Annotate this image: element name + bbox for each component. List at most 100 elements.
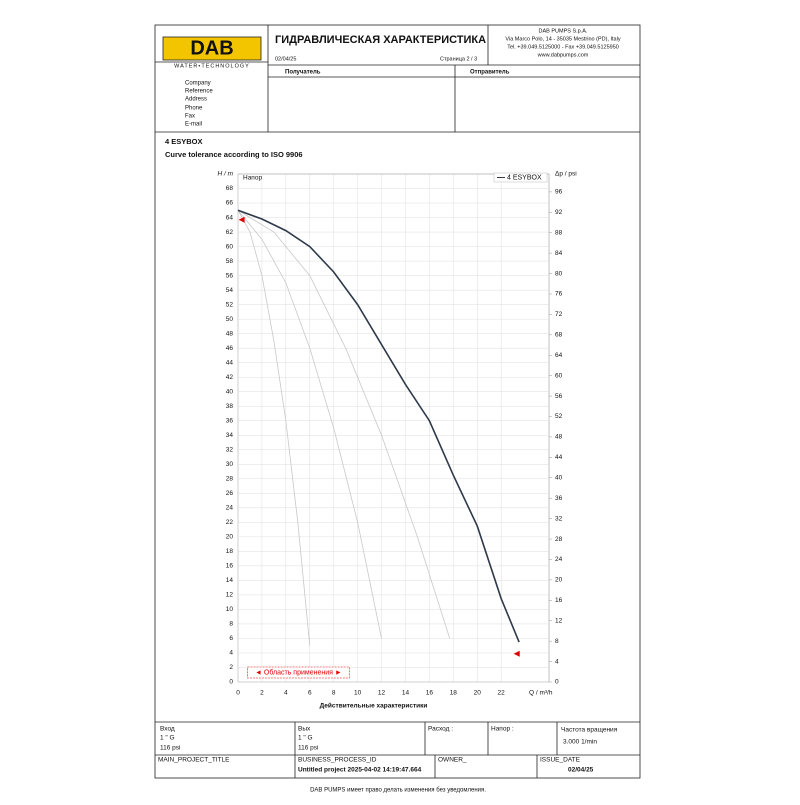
y-tick-label: 28 [226,476,234,483]
x-tick-label: 2 [260,690,264,697]
x-tick-label: 22 [498,690,506,697]
y-tick-label: 6 [229,635,233,642]
y-tick-label: 36 [226,417,234,424]
y2-tick-label: 24 [555,556,563,563]
cell: Вход [160,726,175,733]
y2-tick-label: 40 [555,474,563,481]
cell: Untitled project 2025-04-02 14:19:47.664 [298,767,422,774]
x-tick-label: 14 [402,690,410,697]
recipient-label: Получатель [285,70,321,76]
y2-tick-label: 8 [555,638,559,645]
y-tick-label: 8 [229,621,233,628]
y-tick-label: 48 [226,330,234,337]
cell: 1 " G [298,735,313,742]
y-tick-label: 58 [226,258,234,265]
plot-label: Напор [243,175,262,182]
y-tick-label: 44 [226,359,234,366]
x-tick-label: 6 [308,690,312,697]
legend-label: 4 ESYBOX [507,174,542,181]
y2-tick-label: 76 [555,291,563,298]
x-tick-label: 0 [236,690,240,697]
contact-field: Address [185,97,207,103]
contact-field: Company [185,81,211,87]
y2-tick-label: 16 [555,597,563,604]
marker [513,650,520,657]
curve [237,209,451,639]
y-tick-label: 52 [226,301,234,308]
y2-tick-label: 44 [555,454,563,461]
y2-tick-label: 20 [555,577,563,584]
y-tick-label: 34 [226,432,234,439]
y2-tick-label: 4 [555,658,559,665]
x-tick-label: 20 [474,690,482,697]
y-tick-label: 0 [229,679,233,686]
cell: MAIN_PROJECT_TITLE [158,757,230,764]
y-tick-label: 56 [226,272,234,279]
y2-tick-label: 96 [555,189,563,196]
y-tick-label: 14 [226,577,234,584]
y2-tick-label: 36 [555,495,563,502]
y2-tick-label: 92 [555,209,563,216]
contact-field: Reference [185,89,213,95]
frame [154,24,641,779]
contact-field: Phone [185,106,203,112]
company-line: Tel. +39.049.5125000 - Fax +39.049.51259… [507,44,619,50]
disclaimer: DAB PUMPS имеет право делать изменения б… [310,788,486,794]
x-tick-label: 8 [332,690,336,697]
y-tick-label: 50 [226,316,234,323]
y-tick-label: 30 [226,461,234,468]
logo-subtitle: WATER•TECHNOLOGY [174,63,250,69]
y2-tick-label: 56 [555,393,563,400]
y2-tick-label: 52 [555,413,563,420]
y-tick-label: 20 [226,534,234,541]
marker [238,216,245,223]
y-tick-label: 16 [226,563,234,570]
y2-tick-label: 32 [555,515,563,522]
x-tick-label: 18 [450,690,458,697]
y-tick-label: 4 [229,650,233,657]
x-tick-label: 4 [284,690,288,697]
y-tick-label: 60 [226,243,234,250]
x-tick-label: 10 [354,690,362,697]
y-tick-label: 40 [226,388,234,395]
logo: DAB [190,37,233,59]
logo-box [162,36,262,61]
y-tick-label: 68 [226,185,234,192]
y2-tick-label: 0 [555,679,559,686]
tolerance-note: Curve tolerance according to ISO 9906 [165,150,303,159]
y2-tick-label: 48 [555,434,563,441]
y2-tick-label: 60 [555,372,563,379]
x-tick-label: 12 [378,690,386,697]
contact-field: E-mail [185,122,202,128]
y-tick-label: 46 [226,345,234,352]
cell: 02/04/25 [568,767,594,774]
cell: 1 " G [160,735,175,742]
y-tick-label: 24 [226,505,234,512]
page-number: Страница 2 / 3 [440,56,477,62]
y-tick-label: 38 [226,403,234,410]
product: 4 ESYBOX [165,137,203,146]
y-tick-label: 10 [226,606,234,613]
cell: ISSUE_DATE [540,757,581,764]
contact-field: Fax [185,114,195,120]
company-line: Via Marco Polo, 14 - 35035 Mestrino (PD)… [505,36,620,42]
y-tick-label: 32 [226,446,234,453]
x-axis-label: Q / m³/h [529,690,553,697]
application-range-label: ◄ Область применения ► [255,668,342,676]
curve [237,210,382,639]
y-tick-label: 18 [226,548,234,555]
y2-tick-label: 28 [555,536,563,543]
cell: OWNER_ [438,757,467,764]
curve [237,210,311,646]
cell: 3.000 1/min [563,739,597,746]
y-tick-label: 62 [226,229,234,236]
cell: Частота вращения [561,727,618,734]
y2-tick-label: 68 [555,332,563,339]
y-tick-label: 42 [226,374,234,381]
cell: 116 psi [160,745,180,752]
cell: BUSINESS_PROCESS_ID [298,757,377,764]
curve [237,209,520,643]
y-tick-label: 66 [226,200,234,207]
cell: Вых [298,726,311,733]
